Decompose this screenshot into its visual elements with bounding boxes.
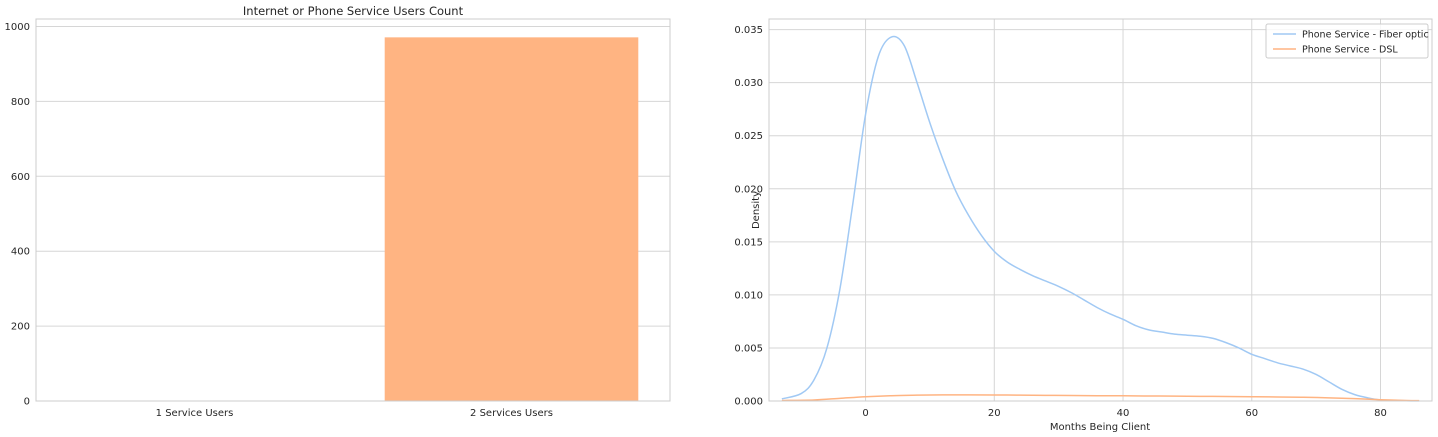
- x-tick-label: 2 Services Users: [470, 408, 553, 419]
- series-line-0: [781, 35, 1420, 402]
- series-line-1: [781, 394, 1420, 402]
- y-tick-label: 0.000: [734, 397, 763, 408]
- x-tick-label: 40: [1117, 408, 1130, 419]
- y-tick-label: 800: [11, 97, 30, 108]
- kde-chart-legend: Phone Service - Fiber optic Phone Servic…: [1265, 23, 1429, 59]
- legend-box: [1265, 23, 1429, 59]
- kde-chart-lines: [781, 35, 1420, 402]
- y-tick-label: 0.020: [734, 184, 763, 195]
- x-tick-label: 0: [862, 408, 868, 419]
- y-tick-label: 600: [11, 172, 30, 183]
- x-tick-label: 20: [988, 408, 1001, 419]
- bar-chart: Internet or Phone Service Users Count 0 2…: [5, 4, 671, 419]
- bar-chart-x-ticks: 1 Service Users 2 Services Users: [156, 408, 553, 419]
- bar-chart-y-ticks: 0 200 400 600 800 1000: [5, 22, 30, 408]
- kde-chart-x-ticks: 0 20 40 60 80: [862, 408, 1387, 419]
- y-tick-label: 0.025: [734, 131, 763, 142]
- y-tick-label: 0.035: [734, 25, 763, 36]
- y-tick-label: 200: [11, 322, 30, 333]
- y-tick-label: 400: [11, 247, 30, 258]
- legend-label-fiber-optic: Phone Service - Fiber optic: [1302, 30, 1429, 41]
- kde-chart-frame: [768, 18, 1433, 402]
- y-tick-label: 1000: [5, 22, 30, 33]
- y-tick-label: 0: [24, 397, 30, 408]
- x-tick-label: 1 Service Users: [156, 408, 234, 419]
- y-tick-label: 0.015: [734, 237, 763, 248]
- kde-chart-gridlines: [769, 19, 1432, 402]
- y-tick-label: 0.030: [734, 78, 763, 89]
- kde-chart-y-ticks: 0.000 0.005 0.010 0.015 0.020 0.025 0.030 0.035: [734, 25, 763, 407]
- bar: [384, 37, 639, 401]
- bar-chart-frame: [35, 18, 671, 402]
- bar-chart-bars: [384, 37, 639, 401]
- kde-chart-y-axis-label: Density: [751, 191, 762, 229]
- kde-chart: 0.000 0.005 0.010 0.015 0.020 0.025 0.030 0.035…: [734, 18, 1433, 433]
- x-tick-label: 80: [1374, 408, 1387, 419]
- kde-chart-x-axis-label: Months Being Client: [1050, 422, 1150, 433]
- legend-label-dsl: Phone Service - DSL: [1302, 45, 1398, 56]
- x-tick-label: 60: [1245, 408, 1258, 419]
- y-tick-label: 0.010: [734, 290, 763, 301]
- bar-chart-title: Internet or Phone Service Users Count: [243, 4, 464, 18]
- y-tick-label: 0.005: [734, 343, 763, 354]
